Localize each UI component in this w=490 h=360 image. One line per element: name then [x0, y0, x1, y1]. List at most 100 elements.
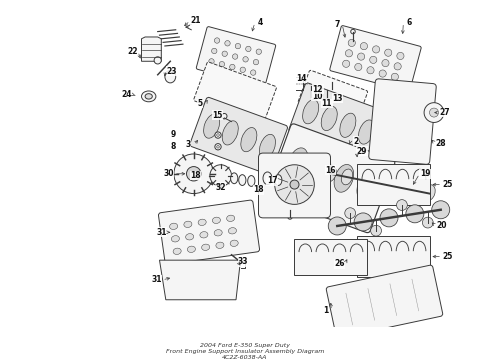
Ellipse shape	[184, 221, 192, 228]
Circle shape	[319, 90, 324, 95]
Text: 31: 31	[151, 275, 162, 284]
Text: 25: 25	[442, 180, 453, 189]
Text: 4: 4	[258, 18, 263, 27]
Ellipse shape	[154, 57, 161, 64]
Text: 19: 19	[420, 169, 430, 178]
Circle shape	[243, 57, 248, 62]
Circle shape	[330, 87, 335, 91]
Circle shape	[209, 59, 214, 64]
Text: 10: 10	[312, 92, 322, 101]
Circle shape	[355, 63, 362, 71]
Text: 7: 7	[334, 20, 340, 29]
Ellipse shape	[227, 215, 235, 221]
Circle shape	[397, 52, 404, 59]
Text: 29: 29	[357, 147, 367, 156]
Circle shape	[214, 38, 220, 43]
Circle shape	[212, 48, 217, 54]
Circle shape	[215, 132, 221, 138]
FancyBboxPatch shape	[330, 26, 421, 91]
Text: 23: 23	[166, 67, 176, 76]
Circle shape	[325, 95, 329, 99]
Text: 33: 33	[238, 257, 248, 266]
Ellipse shape	[334, 165, 354, 192]
FancyBboxPatch shape	[158, 200, 260, 265]
Text: 15: 15	[212, 111, 222, 120]
Circle shape	[253, 59, 259, 65]
Ellipse shape	[239, 175, 246, 185]
Text: 11: 11	[321, 99, 332, 108]
Circle shape	[348, 39, 355, 46]
Ellipse shape	[173, 248, 181, 255]
Text: 9: 9	[171, 130, 175, 139]
Ellipse shape	[311, 156, 331, 184]
Ellipse shape	[165, 70, 176, 83]
Circle shape	[406, 205, 424, 223]
Polygon shape	[160, 260, 241, 300]
Ellipse shape	[341, 169, 353, 185]
Circle shape	[288, 215, 292, 219]
Circle shape	[367, 67, 374, 74]
Circle shape	[432, 201, 450, 219]
Circle shape	[358, 53, 365, 60]
Circle shape	[174, 154, 214, 194]
Ellipse shape	[172, 236, 179, 242]
Ellipse shape	[142, 91, 156, 102]
FancyBboxPatch shape	[357, 164, 430, 205]
Ellipse shape	[259, 134, 275, 158]
Ellipse shape	[214, 230, 222, 236]
Polygon shape	[142, 37, 161, 61]
Circle shape	[422, 217, 433, 228]
Circle shape	[215, 144, 221, 150]
Circle shape	[256, 49, 262, 54]
Circle shape	[217, 134, 220, 136]
FancyBboxPatch shape	[196, 27, 276, 87]
Circle shape	[250, 70, 256, 75]
Text: 18: 18	[253, 185, 264, 194]
Ellipse shape	[186, 234, 194, 240]
Circle shape	[187, 167, 201, 181]
Circle shape	[385, 49, 392, 56]
Ellipse shape	[358, 120, 374, 144]
Circle shape	[232, 54, 238, 59]
Circle shape	[230, 64, 235, 70]
Circle shape	[379, 70, 386, 77]
Text: 28: 28	[435, 139, 445, 148]
Circle shape	[345, 50, 352, 57]
Ellipse shape	[201, 244, 210, 251]
FancyBboxPatch shape	[298, 70, 368, 124]
Ellipse shape	[263, 172, 272, 185]
Ellipse shape	[216, 242, 224, 248]
Ellipse shape	[374, 175, 386, 191]
Text: 31: 31	[156, 228, 167, 237]
FancyBboxPatch shape	[294, 239, 368, 275]
Text: 25: 25	[442, 252, 453, 261]
Circle shape	[372, 46, 380, 53]
Circle shape	[275, 165, 314, 204]
Text: 21: 21	[190, 16, 201, 25]
Circle shape	[430, 108, 439, 117]
Text: 3: 3	[186, 140, 191, 149]
FancyBboxPatch shape	[194, 62, 276, 125]
Text: 1: 1	[323, 306, 329, 315]
Circle shape	[345, 208, 356, 219]
Circle shape	[225, 41, 230, 46]
Circle shape	[391, 73, 398, 80]
Circle shape	[245, 46, 251, 51]
Ellipse shape	[424, 185, 435, 201]
Ellipse shape	[340, 113, 356, 138]
Text: 24: 24	[122, 90, 132, 99]
Circle shape	[210, 165, 231, 186]
Circle shape	[221, 113, 227, 119]
Circle shape	[217, 145, 220, 148]
FancyBboxPatch shape	[190, 97, 288, 175]
FancyBboxPatch shape	[326, 265, 442, 338]
Text: 18: 18	[190, 171, 201, 180]
Ellipse shape	[228, 228, 237, 234]
Ellipse shape	[170, 223, 178, 230]
FancyBboxPatch shape	[259, 153, 330, 218]
Text: 26: 26	[334, 259, 345, 268]
FancyBboxPatch shape	[357, 236, 430, 277]
Ellipse shape	[248, 176, 255, 186]
Text: 30: 30	[163, 169, 174, 178]
Circle shape	[219, 62, 224, 67]
